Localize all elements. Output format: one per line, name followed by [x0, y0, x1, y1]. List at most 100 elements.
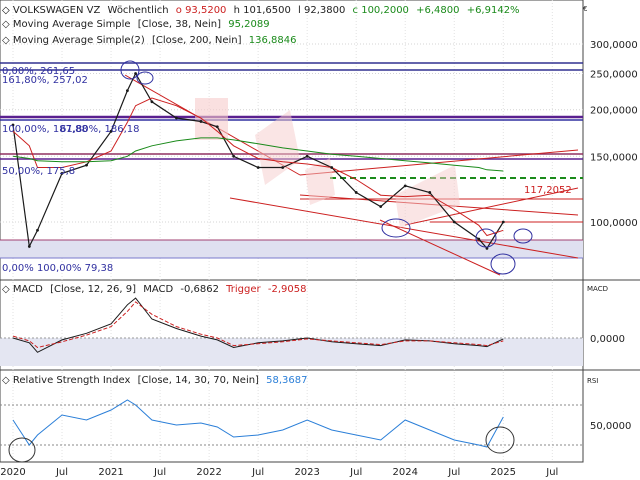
close-value: c 100,2000	[353, 5, 409, 16]
svg-text:◇ MACD [Close, 12, 26,: ◇ MACD [Close, 12, 26, 9] MACD -0,6862 T…	[2, 284, 306, 295]
price-point	[175, 116, 178, 120]
fib-label-mid2: 61,80%, 186,18	[60, 124, 139, 135]
price-point	[27, 245, 31, 248]
high-value: h 101,6500	[234, 5, 291, 16]
svg-text:◇ Relative Strength Index: ◇ Relative Strength Index [Close, 14, 30…	[2, 375, 308, 386]
rsi-series-line	[12, 399, 504, 448]
pattern-box-3	[305, 158, 335, 205]
price-point	[281, 166, 285, 169]
support-band	[0, 240, 583, 258]
y-tick-label: 250,0000	[590, 70, 638, 81]
ma1-value: 95,2089	[228, 19, 269, 30]
ma2-icon: ◇	[2, 35, 10, 46]
x-tick-label: 2023	[294, 467, 319, 478]
price-points	[11, 72, 505, 250]
trendline-5	[379, 219, 501, 276]
rsi-value: 58,3687	[266, 375, 307, 386]
macd-icon: ◇	[2, 284, 10, 295]
change-value: +6,4800	[416, 5, 459, 16]
price-point	[379, 205, 383, 208]
rsi-axis-tag: RSI	[587, 377, 598, 385]
price-point	[60, 171, 64, 175]
x-tick-label: Jul	[251, 467, 264, 478]
macd-axis-tag: MACD	[587, 285, 608, 293]
rsi-tick: 50,0000	[590, 421, 631, 432]
price-point	[109, 129, 113, 133]
fib-label-mid3: 50,00%, 175,8	[2, 166, 75, 177]
svg-text:◇ Moving Average Simple(: ◇ Moving Average Simple(2) [Close, 200, …	[2, 35, 296, 46]
price-point	[428, 191, 432, 194]
marker-circle-3	[381, 218, 411, 238]
ma2-value: 136,8846	[249, 35, 297, 46]
rsi-icon: ◇	[2, 375, 10, 386]
macd-label: MACD	[13, 284, 43, 295]
price-point	[452, 220, 456, 224]
pattern-box-1	[195, 98, 228, 140]
price-point	[126, 89, 129, 93]
price-point	[150, 100, 154, 104]
macd-tick: 0,0000	[590, 334, 625, 345]
x-tick-label: 2022	[196, 467, 221, 478]
x-tick-label: 2025	[491, 467, 516, 478]
fib-label-top: 0,00%, 261,65	[2, 66, 75, 77]
x-tick-label: 2024	[393, 467, 418, 478]
macd-negative-area	[0, 338, 583, 366]
period-label: Wöchentlich	[108, 5, 169, 16]
low-value: l 92,3800	[298, 5, 345, 16]
x-tick-label: Jul	[349, 467, 362, 478]
macd-params: [Close, 12, 26, 9]	[50, 284, 136, 295]
ma2-params: [Close, 200, Nein]	[152, 35, 242, 46]
price-point	[85, 163, 88, 167]
x-tick-label: Jul	[447, 467, 460, 478]
open-value: o 93,5200	[176, 5, 227, 16]
chevron-icon: ◇	[2, 5, 10, 16]
svg-text:◇ VOLKSWAGEN VZ Wö: ◇ VOLKSWAGEN VZ Wöchentlich o 93,5200 h …	[2, 5, 520, 16]
trendline-3	[299, 149, 579, 176]
price-point	[354, 191, 358, 194]
trigger-value: -2,9058	[268, 284, 307, 295]
trigger-label: Trigger	[225, 284, 261, 295]
price-point	[330, 166, 334, 169]
ma1-params: [Close, 38, Nein]	[138, 19, 221, 30]
x-tick-label: Jul	[153, 467, 166, 478]
trendline-6	[404, 187, 579, 226]
x-tick-label: Jul	[545, 467, 558, 478]
y-tick-label: 300,0000	[590, 40, 638, 51]
fib-label-top2: 161,80%, 257,02	[2, 75, 88, 86]
rsi-label: Relative Strength Index	[13, 375, 131, 386]
symbol-label: VOLKSWAGEN VZ	[13, 5, 101, 16]
rsi-circle-1	[8, 437, 36, 463]
price-point	[305, 154, 309, 158]
y-tick-label: 150,0000	[590, 152, 638, 163]
ma2-series-line	[12, 137, 504, 172]
y-tick-label: 100,0000	[590, 218, 638, 229]
x-axis: 2020 Jul 2021 Jul 2022 Jul 2023 Jul 2024 Jul 2025 J…	[0, 467, 558, 478]
y-tick-label: 200,0000	[590, 106, 638, 117]
ma1-label: Moving Average Simple	[13, 19, 131, 30]
price-point	[36, 228, 39, 232]
marker-circle-2	[136, 71, 154, 85]
currency-label: €	[583, 5, 587, 13]
price-point	[501, 220, 505, 224]
price-point	[256, 166, 260, 169]
x-tick-label: 2021	[98, 467, 123, 478]
macd-name: MACD	[143, 284, 173, 295]
price-point	[11, 123, 15, 127]
marker-circle-6	[513, 228, 533, 244]
rsi-params: [Close, 14, 30, 70, Nein]	[138, 375, 259, 386]
price-point	[232, 154, 236, 158]
plot-frame	[0, 0, 584, 463]
x-tick-label: Jul	[55, 467, 68, 478]
ma2-label: Moving Average Simple(2)	[13, 35, 145, 46]
price-point	[477, 237, 481, 241]
price-tag: 117,2052	[524, 185, 572, 196]
price-point	[403, 184, 407, 188]
trigger-series-line	[12, 301, 504, 349]
y-axis: 300,0000 250,0000 200,0000 150,0000 100,0000	[590, 40, 638, 229]
price-point	[485, 246, 489, 250]
svg-text:◇ Moving Average Simple: ◇ Moving Average Simple [Close, 38, Nein…	[2, 19, 270, 30]
fib-label-mid1: 100,00%, 187,88	[2, 124, 88, 135]
header: ◇ VOLKSWAGEN VZ Wöchentlich o 93,5200 h …	[2, 5, 587, 46]
rsi-circle-2	[485, 426, 515, 454]
